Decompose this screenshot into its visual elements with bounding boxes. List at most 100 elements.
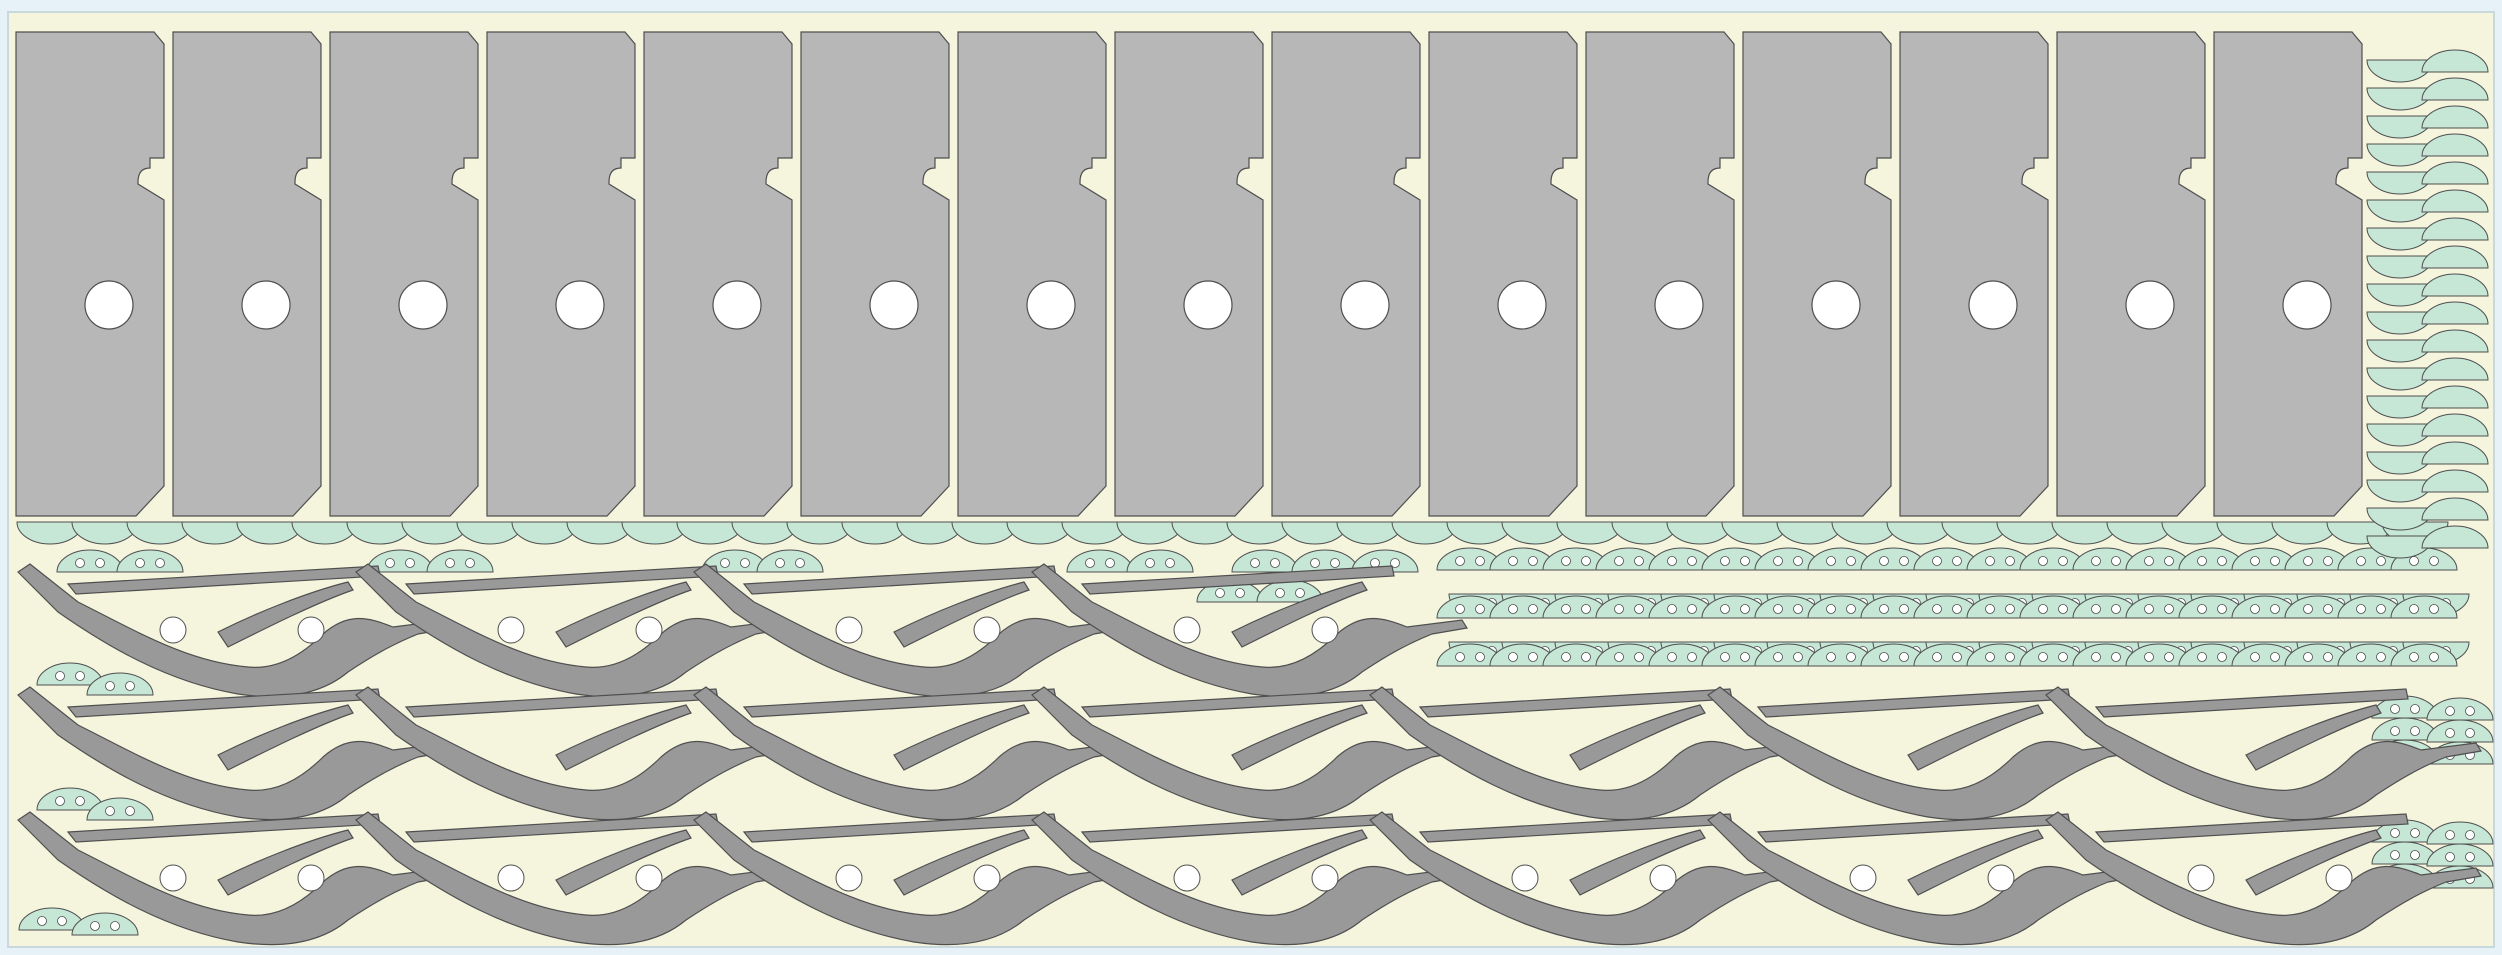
half-disc-part[interactable] (2421, 441, 2489, 465)
half-disc-part[interactable] (2426, 821, 2494, 845)
half-disc-part[interactable] (2231, 595, 2299, 619)
half-disc-part[interactable] (2072, 547, 2140, 571)
half-disc-part[interactable] (2125, 643, 2193, 667)
half-disc-part[interactable] (1648, 595, 1716, 619)
rect-plate-part[interactable] (1271, 31, 1421, 517)
half-disc-part[interactable] (2426, 697, 2494, 721)
hole-icon (869, 280, 919, 330)
rect-plate-part[interactable] (1114, 31, 1264, 517)
half-disc-part[interactable] (2421, 161, 2489, 185)
wing-parts-layer (17, 563, 2482, 946)
half-disc-part[interactable] (1648, 547, 1716, 571)
half-disc-part[interactable] (1807, 595, 1875, 619)
half-disc-part[interactable] (1489, 643, 1557, 667)
half-disc-part[interactable] (1291, 549, 1359, 573)
rect-plate-part[interactable] (15, 31, 165, 517)
half-disc-part[interactable] (2125, 595, 2193, 619)
half-disc-part[interactable] (1913, 595, 1981, 619)
half-disc-part[interactable] (1542, 547, 1610, 571)
half-disc-part[interactable] (2421, 189, 2489, 213)
half-disc-part[interactable] (1436, 547, 1504, 571)
hole-icon (297, 616, 325, 644)
rect-plate-part[interactable] (1899, 31, 2049, 517)
half-disc-part[interactable] (1542, 643, 1610, 667)
half-disc-part[interactable] (2019, 547, 2087, 571)
half-disc-part[interactable] (1351, 549, 1419, 573)
rect-plate-part[interactable] (1585, 31, 1735, 517)
rect-plate-part[interactable] (800, 31, 950, 517)
half-disc-part[interactable] (1436, 643, 1504, 667)
half-disc-part[interactable] (1754, 547, 1822, 571)
half-disc-part[interactable] (2421, 133, 2489, 157)
half-disc-part[interactable] (1489, 547, 1557, 571)
half-disc-part[interactable] (86, 672, 154, 696)
half-disc-part[interactable] (1648, 643, 1716, 667)
half-disc-part[interactable] (2421, 105, 2489, 129)
half-disc-part[interactable] (426, 549, 494, 573)
wing-part[interactable] (2045, 686, 2482, 821)
half-disc-part[interactable] (2337, 643, 2405, 667)
half-disc-part[interactable] (1754, 643, 1822, 667)
half-disc-part[interactable] (1701, 547, 1769, 571)
half-disc-part[interactable] (2178, 595, 2246, 619)
half-disc-part[interactable] (2072, 643, 2140, 667)
wing-part[interactable] (17, 563, 454, 698)
half-disc-part[interactable] (1807, 643, 1875, 667)
half-disc-part[interactable] (2421, 525, 2489, 549)
half-disc-part[interactable] (116, 549, 184, 573)
rect-plate-part[interactable] (2213, 31, 2363, 517)
wing-part[interactable] (2045, 811, 2482, 946)
rect-plate-part[interactable] (172, 31, 322, 517)
half-disc-part[interactable] (1701, 595, 1769, 619)
half-disc-part[interactable] (1966, 643, 2034, 667)
half-disc-part[interactable] (1913, 643, 1981, 667)
half-disc-part[interactable] (2421, 497, 2489, 521)
half-disc-part[interactable] (2284, 547, 2352, 571)
hole-icon (1987, 864, 2015, 892)
half-disc-part[interactable] (2421, 77, 2489, 101)
half-disc-part[interactable] (2390, 643, 2458, 667)
half-disc-part[interactable] (2125, 547, 2193, 571)
rect-plate-part[interactable] (2056, 31, 2206, 517)
rect-plate-part[interactable] (329, 31, 479, 517)
half-disc-part[interactable] (2426, 843, 2494, 867)
half-disc-part[interactable] (2421, 385, 2489, 409)
rect-plate-part[interactable] (1742, 31, 1892, 517)
half-disc-part[interactable] (2421, 357, 2489, 381)
half-disc-part[interactable] (2421, 329, 2489, 353)
half-disc-part[interactable] (1860, 643, 1928, 667)
half-disc-part[interactable] (2421, 217, 2489, 241)
half-disc-part[interactable] (2421, 469, 2489, 493)
half-disc-part[interactable] (2421, 301, 2489, 325)
wing-part[interactable] (355, 686, 792, 821)
half-disc-part[interactable] (1231, 549, 1299, 573)
half-disc-part[interactable] (1595, 643, 1663, 667)
half-disc-part[interactable] (2421, 245, 2489, 269)
half-disc-part[interactable] (2421, 273, 2489, 297)
rect-plate-part[interactable] (643, 31, 793, 517)
half-disc-part[interactable] (2426, 719, 2494, 743)
wing-part[interactable] (1031, 563, 1468, 698)
small-parts-layer (16, 49, 2494, 936)
wing-part[interactable] (693, 563, 1130, 698)
half-disc-part[interactable] (1913, 547, 1981, 571)
rect-plate-part[interactable] (1428, 31, 1578, 517)
wing-part[interactable] (1031, 811, 1468, 946)
half-disc-part[interactable] (2390, 595, 2458, 619)
rect-plate-part[interactable] (957, 31, 1107, 517)
half-disc-part[interactable] (1542, 595, 1610, 619)
half-disc-part[interactable] (756, 549, 824, 573)
half-disc-part[interactable] (86, 797, 154, 821)
half-disc-part[interactable] (2019, 595, 2087, 619)
half-disc-part[interactable] (1126, 549, 1194, 573)
half-disc-part[interactable] (71, 912, 139, 936)
half-disc-part[interactable] (2072, 595, 2140, 619)
half-disc-part[interactable] (2421, 49, 2489, 73)
half-disc-part[interactable] (1256, 579, 1324, 603)
half-disc-part[interactable] (2421, 413, 2489, 437)
wing-part[interactable] (1369, 686, 1806, 821)
half-disc-part[interactable] (2337, 595, 2405, 619)
rect-plate-part[interactable] (486, 31, 636, 517)
